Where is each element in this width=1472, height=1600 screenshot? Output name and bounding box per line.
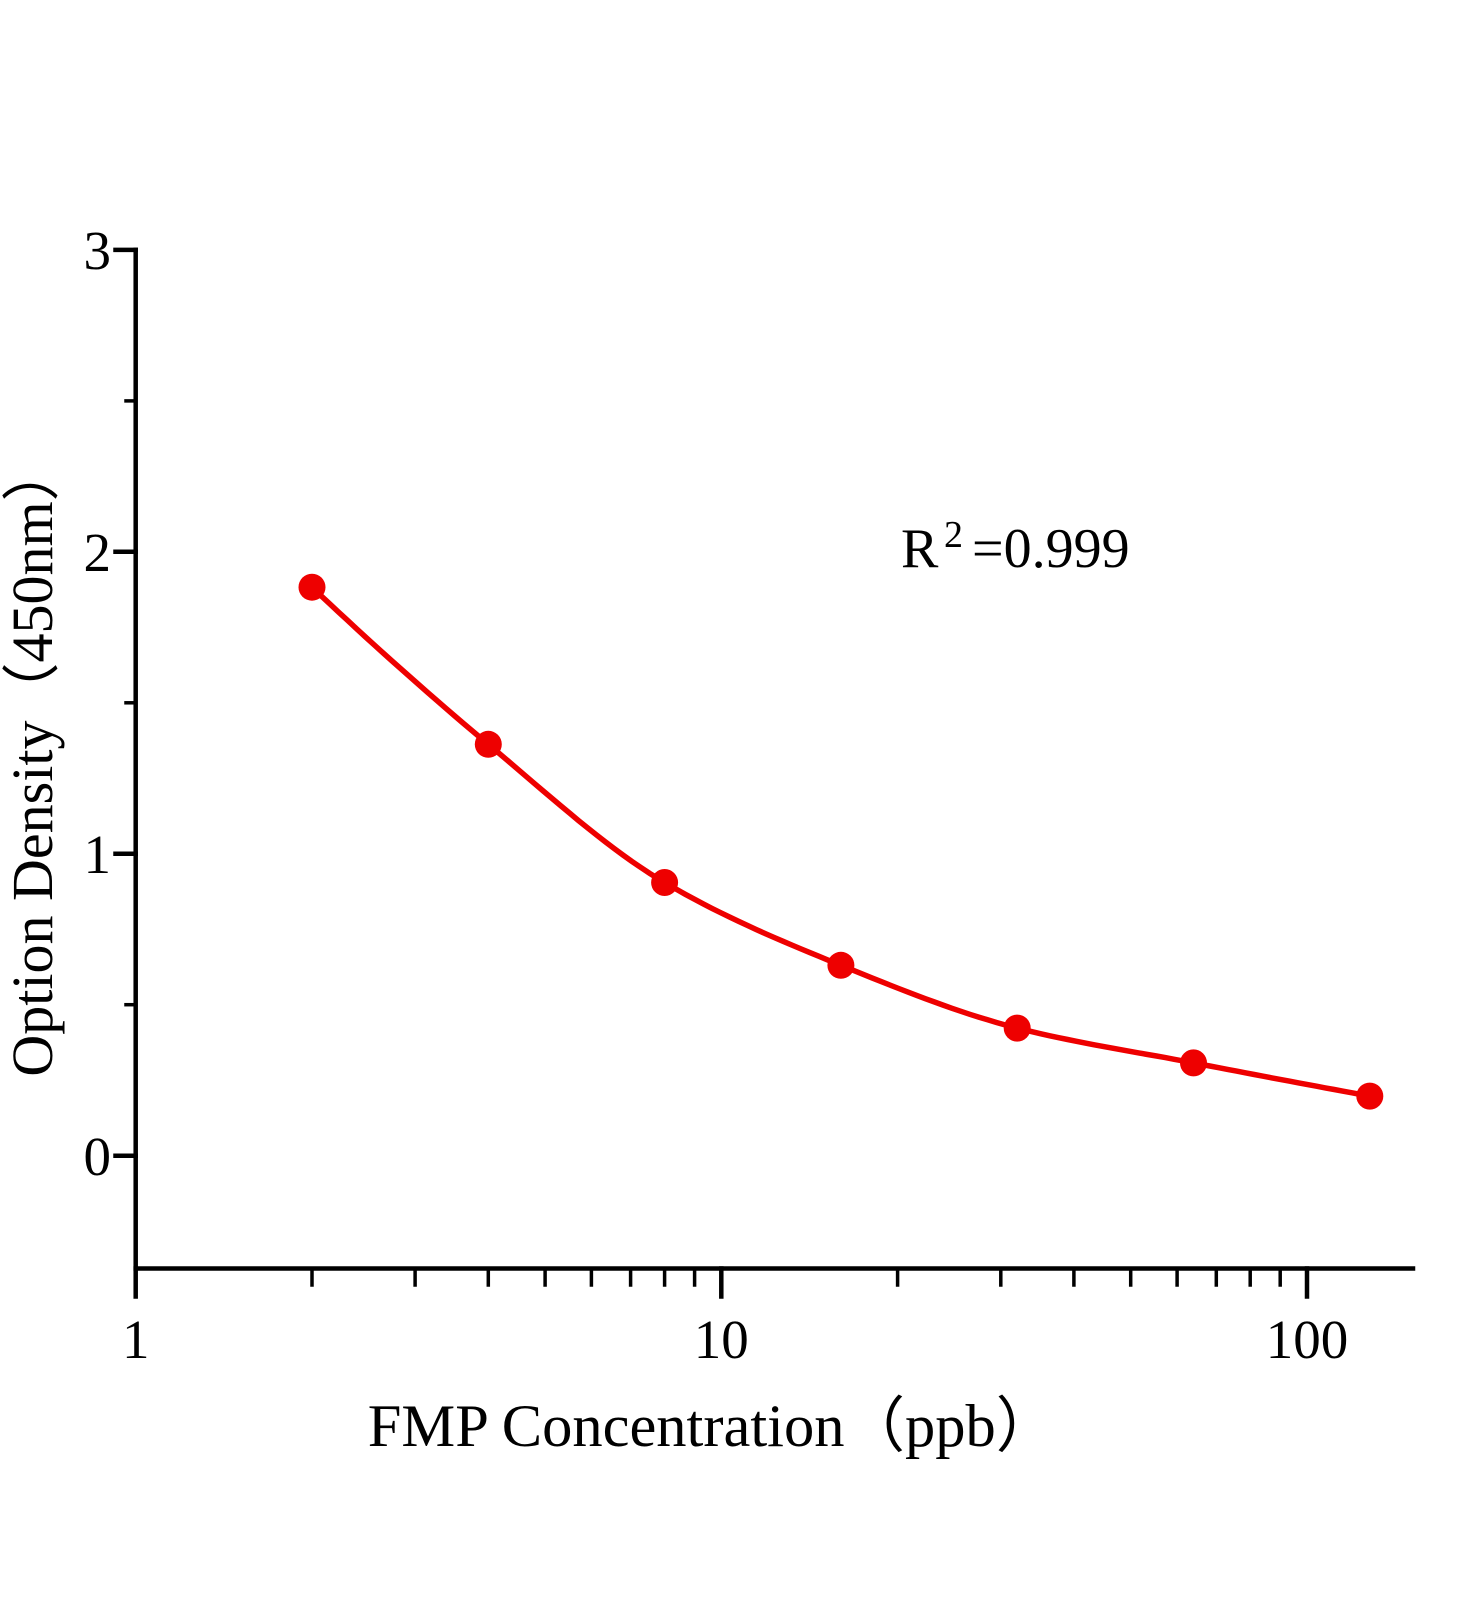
svg-text:1: 1	[122, 1309, 150, 1370]
svg-text:FMP Concentration（ppb）: FMP Concentration（ppb）	[368, 1393, 1056, 1460]
svg-text:1: 1	[84, 824, 112, 885]
svg-text:0: 0	[84, 1126, 112, 1187]
svg-text:10: 10	[694, 1309, 749, 1370]
svg-text:R: R	[901, 518, 939, 580]
svg-text:2: 2	[944, 514, 963, 556]
svg-text:3: 3	[84, 220, 112, 281]
svg-text:=0.999: =0.999	[972, 518, 1130, 580]
svg-text:100: 100	[1266, 1309, 1349, 1370]
svg-text:Option Density（450nm）: Option Density（450nm）	[0, 443, 65, 1076]
svg-text:2: 2	[84, 522, 112, 583]
